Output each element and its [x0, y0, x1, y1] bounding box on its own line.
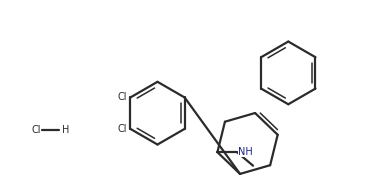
- Text: NH: NH: [238, 147, 253, 157]
- Text: Cl: Cl: [118, 92, 127, 102]
- Text: Cl: Cl: [31, 125, 41, 135]
- Text: H: H: [62, 125, 69, 135]
- Text: Cl: Cl: [118, 124, 127, 134]
